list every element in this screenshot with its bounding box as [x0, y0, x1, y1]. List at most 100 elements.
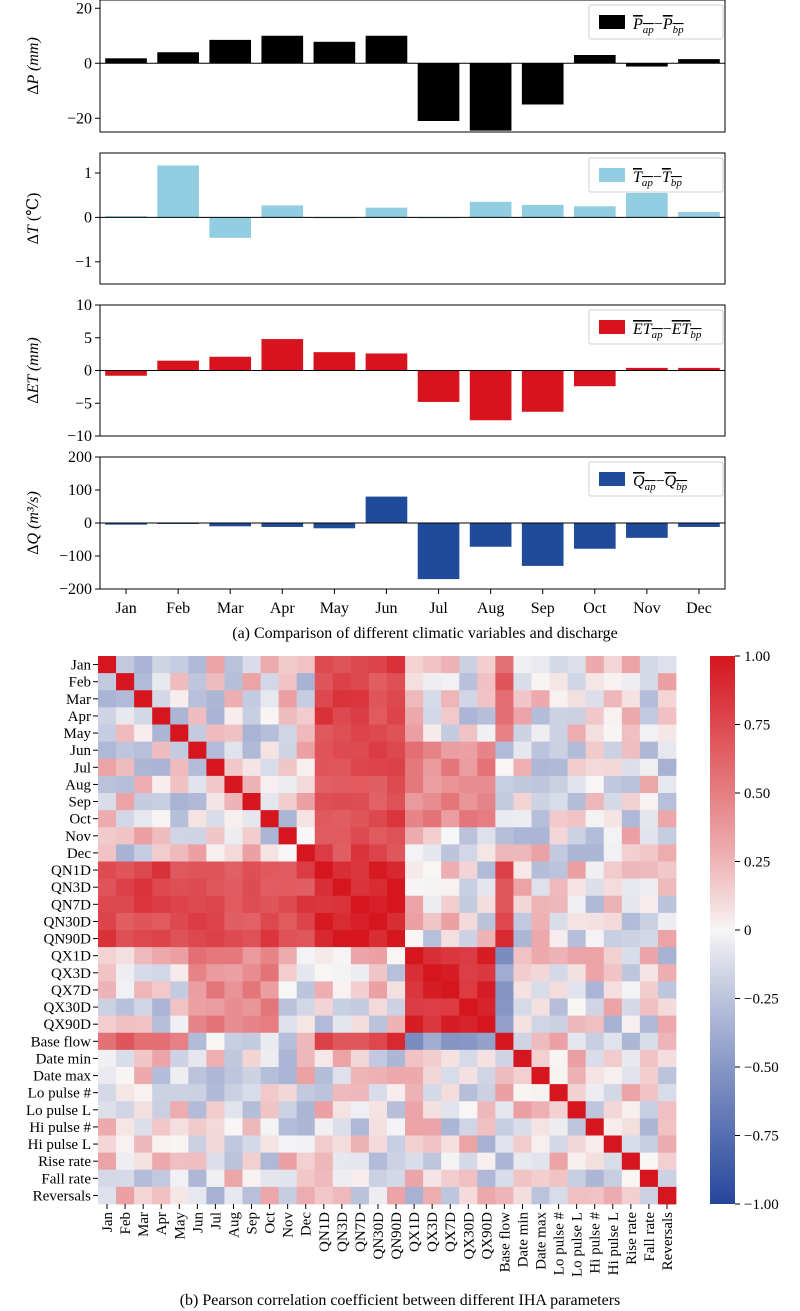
heatmap-cell [152, 707, 171, 725]
heatmap-cell [603, 741, 623, 760]
heatmap-cell [567, 1186, 587, 1205]
heatmap-cell [188, 1186, 207, 1205]
heatmap-cell [387, 724, 406, 743]
heatmap-cell [405, 895, 424, 914]
heatmap-cell [296, 1152, 316, 1171]
heatmap-cell [657, 1152, 677, 1171]
colorbar-tick-label: 1.00 [744, 649, 770, 665]
heatmap-cell [567, 1032, 587, 1051]
heatmap-cell [170, 1118, 189, 1136]
heatmap-cell [170, 1101, 189, 1119]
y-axis-label-unit: (m³/s) [25, 491, 42, 533]
col-label: Lo pulse L [570, 1212, 586, 1277]
row-label: Date max [33, 1069, 91, 1085]
heatmap-cell [188, 947, 207, 965]
heatmap-cell [639, 1186, 659, 1205]
heatmap-cell [495, 810, 514, 828]
heatmap-cell [495, 1135, 514, 1154]
heatmap-cell [260, 861, 280, 880]
heatmap-cell [368, 912, 388, 931]
heatmap-cell [603, 1186, 623, 1205]
heatmap-cell [621, 861, 641, 880]
heatmap-cell [350, 690, 370, 708]
heatmap-cell [116, 656, 135, 674]
heatmap-cell [423, 1118, 442, 1136]
heatmap-cell [224, 1186, 243, 1205]
heatmap-cell [657, 827, 677, 845]
legend-label: Tap−Tbp [633, 169, 682, 189]
heatmap-cell [206, 1118, 225, 1136]
heatmap-cell [368, 1049, 388, 1068]
heatmap-cell [495, 707, 514, 725]
heatmap-cell [368, 775, 388, 794]
y-tick-label: 0 [84, 515, 92, 532]
heatmap-cell [459, 861, 478, 880]
heatmap-cell [585, 1152, 605, 1171]
row-label: Dec [67, 846, 91, 862]
heatmap-cell [152, 1049, 171, 1068]
heatmap-cell [603, 1049, 623, 1068]
heatmap-cell [423, 1186, 442, 1205]
heatmap-cell [513, 810, 532, 828]
heatmap-cell [98, 912, 117, 931]
heatmap-cell [423, 1015, 442, 1034]
heatmap-cell [585, 793, 605, 811]
heatmap-cell [405, 1084, 424, 1102]
heatmap-cell [549, 673, 569, 691]
heatmap-cell [657, 724, 677, 743]
heatmap-cell [603, 861, 623, 880]
heatmap-cell [260, 690, 280, 708]
bar-jun [365, 353, 408, 371]
heatmap-cell [224, 1032, 243, 1051]
heatmap-cell [278, 827, 298, 845]
heatmap-cell [549, 912, 569, 931]
bar-jun [365, 496, 408, 523]
heatmap-cell [368, 964, 388, 982]
heatmap-cell [459, 724, 478, 743]
heatmap-cell [98, 1049, 117, 1068]
heatmap-cell [332, 1101, 352, 1119]
heatmap-cell [350, 947, 370, 965]
heatmap-cell [459, 895, 478, 914]
heatmap-cell [531, 1169, 550, 1188]
heatmap-cell [423, 673, 442, 691]
heatmap-cell [260, 775, 280, 794]
heatmap-cell [603, 656, 623, 674]
heatmap-cell [405, 930, 424, 948]
y-axis-label-unit: (mm) [25, 337, 42, 375]
heatmap-cell [242, 1101, 261, 1119]
heatmap-cell [639, 844, 659, 862]
heatmap-cell [296, 844, 316, 862]
heatmap-cell [188, 775, 207, 794]
heatmap-cell [639, 981, 659, 999]
heatmap-cell [278, 758, 298, 777]
x-tick-label: Jan [115, 600, 136, 617]
legend-label-op: − [663, 321, 672, 338]
heatmap-cell [477, 758, 496, 777]
heatmap-cell [314, 690, 334, 708]
heatmap-cell [368, 656, 388, 674]
heatmap-cell [188, 827, 207, 845]
heatmap-cell [423, 1049, 442, 1068]
heatmap-cell [477, 1169, 496, 1188]
legend-label-op: − [654, 16, 663, 33]
heatmap-cell [531, 878, 550, 897]
x-tick-label: Aug [477, 600, 505, 617]
heatmap-cell [549, 1015, 569, 1034]
heatmap-cell [98, 981, 117, 999]
heatmap-cell [278, 930, 298, 948]
heatmap-cell [98, 656, 117, 674]
bar-sep [521, 370, 564, 412]
heatmap-cell [152, 981, 171, 999]
heatmap-cell [332, 947, 352, 965]
heatmap-cell [513, 861, 532, 880]
heatmap-cell [585, 1067, 605, 1085]
legend-label-base: P [632, 16, 643, 33]
heatmap-cell [134, 895, 153, 914]
heatmap-cell [368, 1169, 388, 1188]
heatmap-cell [134, 1169, 153, 1188]
heatmap-cell [441, 810, 460, 828]
heatmap-cell [423, 1135, 442, 1154]
heatmap-cell [477, 690, 496, 708]
heatmap-cell [495, 895, 514, 914]
